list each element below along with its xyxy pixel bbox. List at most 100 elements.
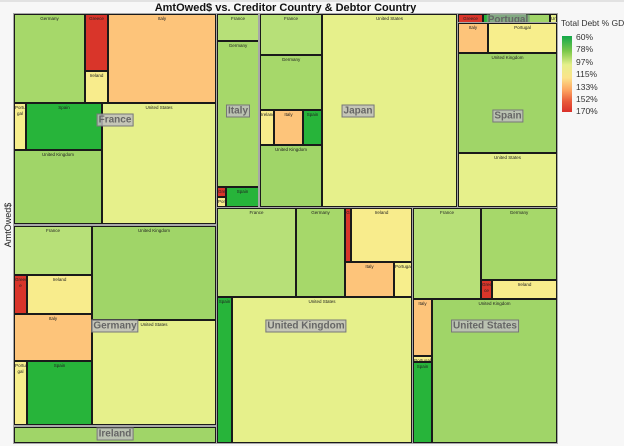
treemap-cell-japan-italy[interactable]: Italy [274,110,303,145]
treemap-cell-france-ireland[interactable]: Ireland [85,71,108,103]
treemap-cell-united-kingdom-spain[interactable]: Spain [217,297,232,443]
treemap-cell-united-states-france[interactable]: France [413,208,481,299]
cell-label: Germany [40,16,59,21]
treemap-cell-germany-france[interactable]: France [14,226,92,275]
treemap-cell-united-states-ireland[interactable]: Ireland [492,280,557,299]
cell-label: Italy [157,16,167,21]
treemap-cell-germany-united-kingdom[interactable]: United Kingdom [92,226,216,320]
cell-label: United States [308,299,336,304]
cell-label: Ireland [261,112,274,117]
creditor-label-japan: Japan [341,104,375,118]
treemap-cell-united-kingdom-greece[interactable]: G [345,208,351,262]
creditor-label-italy: Italy [225,104,251,118]
treemap-cell-united-states-portugal[interactable]: Portugal [413,356,432,362]
cell-label: France [230,16,245,21]
cell-label: United Kingdom [41,152,75,157]
treemap-cell-germany-united-states[interactable]: United States [92,320,216,425]
creditor-label-united-kingdom: United Kingdom [265,319,347,333]
legend-color-bar [562,36,572,112]
creditor-label-france: France [96,113,134,127]
treemap-cell-spain-portugal[interactable]: Portugal [488,23,557,53]
cell-label: Portu gal [15,363,26,374]
cell-label: Gre [218,189,226,194]
cell-label: Ireland [52,277,67,282]
treemap-cell-italy-greece[interactable]: Gre [217,187,226,197]
treemap-cell-united-kingdom-ireland[interactable]: Ireland [351,208,412,262]
treemap-cell-germany-spain[interactable]: Spain [27,361,92,425]
treemap-cell-japan-united-kingdom[interactable]: United Kingdom [260,145,322,207]
cell-label: France [45,228,60,233]
creditor-label-portugal: Portugal [486,14,530,26]
treemap-cell-japan-spain[interactable]: Spain [303,110,322,145]
cell-label: Spain [218,299,231,304]
legend-tick-label: 133% [576,81,598,92]
legend-tick-label: 115% [576,69,598,80]
treemap-cell-spain-italy[interactable]: Italy [458,23,488,53]
treemap-cell-united-kingdom-france[interactable]: France [217,208,296,297]
creditor-label-spain: Spain [492,109,524,123]
treemap-cell-united-kingdom-germany[interactable]: Germany [296,208,345,297]
cell-label: United States [145,105,173,110]
treemap-cell-united-states-germany[interactable]: Germany [481,208,557,280]
cell-label: United States [375,16,403,21]
cell-label: G [346,210,350,215]
cell-label: Italy [365,264,374,269]
legend-tick-label: 170% [576,106,598,117]
cell-label: Italy [468,25,478,30]
treemap-cell-united-states-greece[interactable]: Gree ce [481,280,492,299]
cell-label: Germany [311,210,330,215]
cell-label: Greec e [15,277,27,288]
legend-title: Total Debt % GDP [561,18,624,28]
treemap-cell-italy-france[interactable]: France [217,14,259,41]
cell-label: Germany [281,57,301,62]
top-strip [0,0,624,2]
cell-label: Ireland [374,210,389,215]
creditor-label-germany: Germany [91,319,139,333]
cell-label: Greece [463,16,478,21]
creditor-label-ireland: Ireland [96,427,134,441]
cell-label: United States [493,155,521,160]
treemap-cell-japan-france[interactable]: France [260,14,322,55]
treemap-cell-spain-united-states[interactable]: United States [458,153,557,207]
treemap-cell-germany-italy[interactable]: Italy [14,314,92,361]
treemap-cell-japan-ireland[interactable]: Ireland [260,110,274,145]
cell-label: Spain [416,364,429,369]
treemap-cell-united-kingdom-italy[interactable]: Italy [345,262,394,297]
treemap-cell-italy-portugal[interactable]: Port [217,197,226,207]
treemap-cell-france-spain[interactable]: Spain [26,103,102,150]
treemap-cell-italy-spain[interactable]: Spain [226,187,259,207]
treemap-cell-germany-ireland[interactable]: Ireland [27,275,92,314]
treemap-cell-france-italy[interactable]: Italy [108,14,216,103]
cell-label: Spain [58,105,70,110]
cell-label: United States [140,322,168,327]
treemap-cell-germany-portugal[interactable]: Portu gal [14,361,27,425]
legend-tick-label: 152% [576,94,598,104]
cell-label: Ireland [517,282,532,287]
treemap-cell-france-united-kingdom[interactable]: United Kingdom [14,150,102,224]
cell-label: United Kingdom [274,147,308,152]
cell-label: France [249,210,264,215]
treemap-cell-united-states-italy[interactable]: Italy [413,299,432,356]
cell-label: Portu gal [15,105,26,116]
treemap-cell-germany-greece[interactable]: Greec e [14,275,27,314]
chart-title: AmtOwed$ vs. Creditor Country & Debtor C… [154,2,417,14]
cell-label: Spain [306,112,319,117]
cell-label: Italy [284,112,293,117]
cell-label: United Kingdom [491,55,524,60]
cell-label: Spain [53,363,66,368]
cell-label: France [439,210,454,215]
treemap-cell-france-germany[interactable]: Germany [14,14,85,103]
cell-label: Portugal [414,358,431,362]
cell-label: Germany [509,210,529,215]
cell-label: Spain [236,189,249,194]
treemap-cell-france-greece[interactable]: Greece [85,14,108,71]
treemap-cell-japan-germany[interactable]: Germany [260,55,322,110]
cell-label: Italy [48,316,58,321]
treemap-cell-spain-united-kingdom[interactable]: United Kingdom [458,53,557,153]
cell-label: United Kingdom [478,301,511,306]
cell-label: Ireland [89,73,104,78]
treemap-cell-united-kingdom-portugal[interactable]: Portugal [394,262,412,297]
treemap-cell-united-states-spain[interactable]: Spain [413,362,432,443]
treemap-cell-france-portugal[interactable]: Portu gal [14,103,26,150]
